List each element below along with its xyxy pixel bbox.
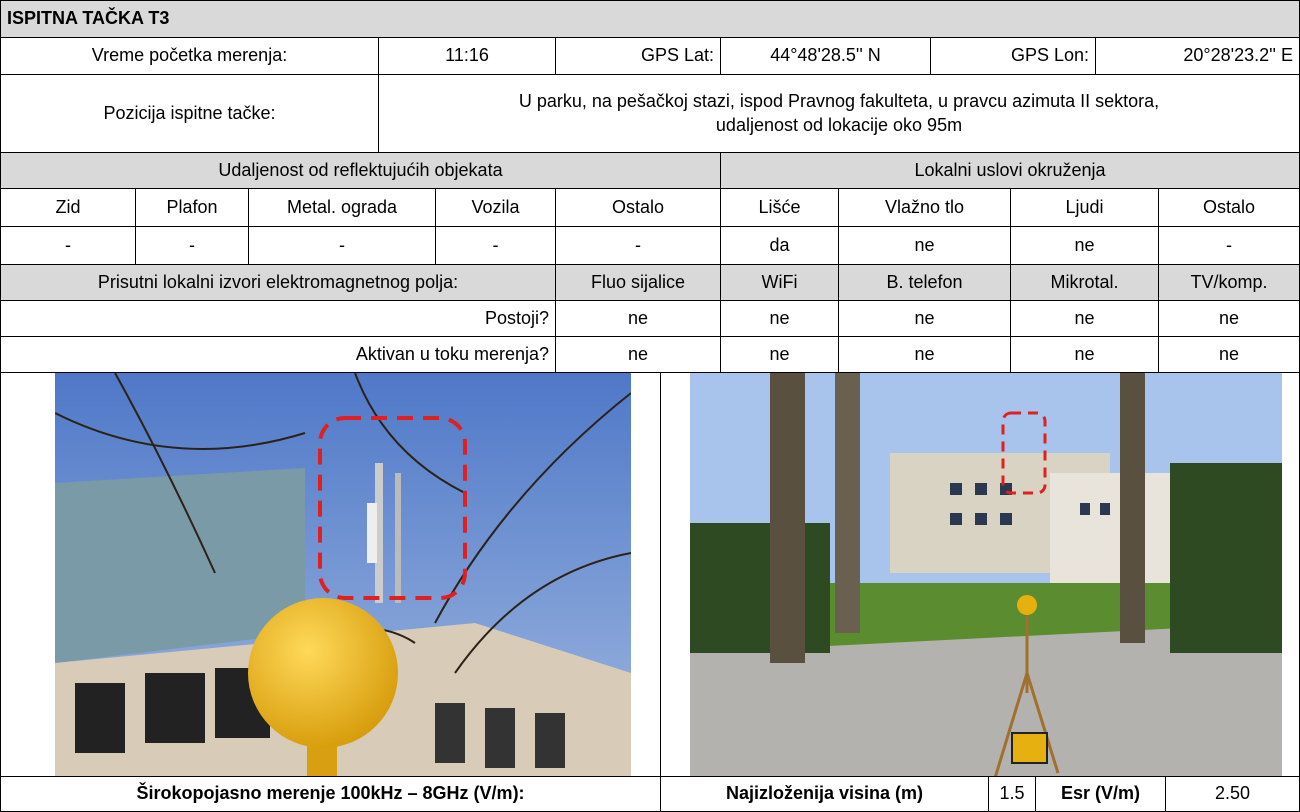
section-header: Udaljenost od reflektujućih objekata — [0, 152, 721, 189]
column-header: Plafon — [135, 188, 249, 227]
footer-value: 2.50 — [1165, 776, 1300, 812]
position-line: udaljenost od lokacije oko 95m — [715, 114, 963, 135]
section-header: Prisutni lokalni izvori elektromagnetnog… — [0, 264, 556, 301]
footer-label: Širokopojasno merenje 100kHz – 8GHz (V/m… — [0, 776, 661, 812]
column-header: Vozila — [435, 188, 556, 227]
value-cell: ne — [838, 226, 1011, 265]
footer-value: 1.5 — [988, 776, 1036, 812]
info-cell: GPS Lon: — [930, 37, 1096, 75]
row-label: Postoji? — [0, 300, 556, 337]
value-cell: ne — [720, 300, 839, 337]
value-cell: ne — [1010, 226, 1159, 265]
column-header: Ostalo — [1158, 188, 1300, 227]
photo-antenna — [55, 373, 631, 777]
info-cell: 11:16 — [378, 37, 556, 75]
title: ISPITNA TAČKA T3 — [0, 0, 1300, 38]
value-cell: - — [0, 226, 136, 265]
column-header: Ljudi — [1010, 188, 1159, 227]
column-header: WiFi — [720, 264, 839, 301]
info-cell: 20°28'23.2'' E — [1095, 37, 1300, 75]
info-cell: 44°48'28.5'' N — [720, 37, 931, 75]
column-header: Vlažno tlo — [838, 188, 1011, 227]
info-cell: Vreme početka merenja: — [0, 37, 379, 75]
footer-label: Esr (V/m) — [1035, 776, 1166, 812]
column-header: Ostalo — [555, 188, 721, 227]
value-cell: - — [135, 226, 249, 265]
column-header: TV/komp. — [1158, 264, 1300, 301]
value-cell: ne — [838, 300, 1011, 337]
value-cell: ne — [1158, 300, 1300, 337]
column-header: Lišće — [720, 188, 839, 227]
value-cell: ne — [838, 336, 1011, 373]
position-text: U parku, na pešačkoj stazi, ispod Pravno… — [378, 74, 1300, 153]
value-cell: da — [720, 226, 839, 265]
photo-site — [690, 373, 1282, 777]
row-label: Aktivan u toku merenja? — [0, 336, 556, 373]
value-cell: ne — [1010, 300, 1159, 337]
column-header: Zid — [0, 188, 136, 227]
section-header: Lokalni uslovi okruženja — [720, 152, 1300, 189]
value-cell: ne — [555, 300, 721, 337]
position-line: U parku, na pešačkoj stazi, ispod Pravno… — [518, 91, 1160, 112]
value-cell: ne — [720, 336, 839, 373]
info-cell: GPS Lat: — [555, 37, 721, 75]
value-cell: - — [555, 226, 721, 265]
column-header: B. telefon — [838, 264, 1011, 301]
value-cell: - — [248, 226, 436, 265]
value-cell: ne — [1010, 336, 1159, 373]
value-cell: ne — [555, 336, 721, 373]
value-cell: ne — [1158, 336, 1300, 373]
value-cell: - — [1158, 226, 1300, 265]
column-header: Fluo sijalice — [555, 264, 721, 301]
position-label: Pozicija ispitne tačke: — [0, 74, 379, 153]
footer-label: Najizloženija visina (m) — [660, 776, 989, 812]
column-header: Mikrotal. — [1010, 264, 1159, 301]
value-cell: - — [435, 226, 556, 265]
column-header: Metal. ograda — [248, 188, 436, 227]
